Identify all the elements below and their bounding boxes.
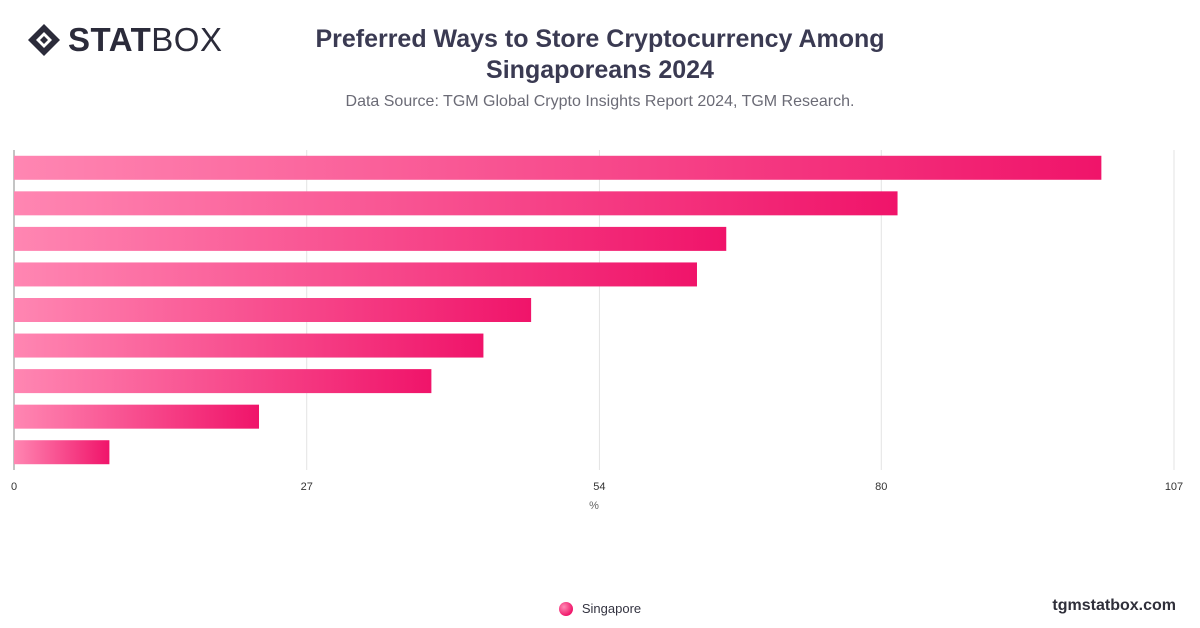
x-tick-label: 107 [1165,481,1183,493]
bar [14,155,1102,180]
x-axis-label: % [589,500,599,512]
bar [14,226,727,251]
x-tick-label: 80 [875,481,887,493]
footer-site-link[interactable]: tgmstatbox.com [1052,597,1176,614]
chart-title: Preferred Ways to Store Cryptocurrency A… [315,25,885,84]
bar [14,262,697,287]
x-tick-label: 54 [593,481,605,493]
legend-item-singapore[interactable]: Singapore [558,601,642,616]
bar [14,333,484,358]
statbox-logo: STATBOX [26,22,222,58]
bar [14,191,898,216]
x-tick-label: 0 [11,481,17,493]
chart-legend: Singapore [0,601,1200,616]
legend-label: Singapore [581,601,642,616]
x-tick-label: 27 [301,481,313,493]
logo-wordmark-bold: STAT [68,21,152,58]
statbox-diamond-icon [28,24,60,56]
legend-swatch-circle [558,601,573,616]
bar [14,404,260,429]
logo-wordmark: STATBOX [68,22,222,58]
logo-wordmark-light: BOX [151,21,223,58]
chart-subtitle: Data Source: TGM Global Crypto Insights … [345,93,855,110]
bar [14,298,532,322]
bar-chart: 0 27 54 80 107% [11,150,1183,512]
bar [14,440,110,465]
bar [14,369,432,394]
